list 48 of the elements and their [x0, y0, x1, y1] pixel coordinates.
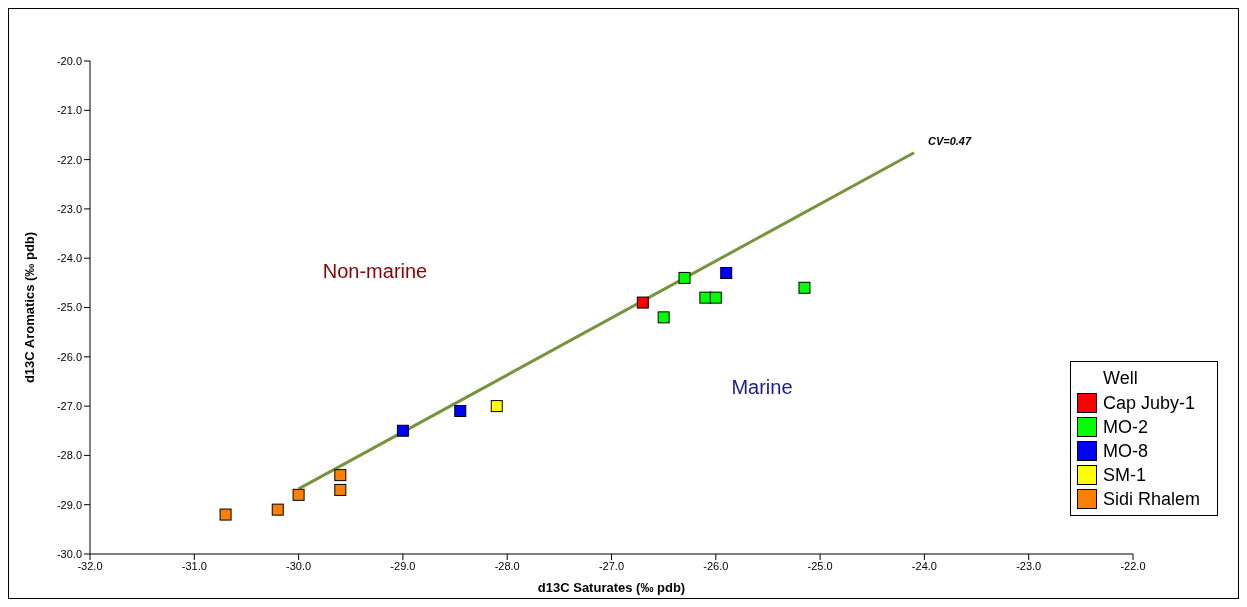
legend-label: SM-1	[1103, 464, 1147, 486]
y-tick-label: -27.0	[56, 400, 82, 413]
point	[334, 483, 347, 496]
x-tick-label: -28.0	[494, 559, 520, 572]
x-tick-label: -25.0	[807, 559, 833, 572]
y-tick-label: -28.0	[56, 449, 82, 462]
point	[334, 469, 347, 482]
y-tick-label: -20.0	[56, 54, 82, 67]
x-tick-label: -29.0	[390, 559, 416, 572]
x-axis-title: d13C Saturates (‰ pdb)	[537, 580, 686, 595]
y-tick-label: -30.0	[56, 547, 82, 560]
legend-label: MO-8	[1103, 440, 1148, 462]
y-tick-label: -24.0	[56, 252, 82, 265]
x-tick-label: -22.0	[1120, 559, 1146, 572]
point	[292, 488, 305, 501]
y-tick-label: -21.0	[56, 104, 82, 117]
point	[678, 271, 691, 284]
point	[720, 266, 733, 279]
legend-label: MO-2	[1103, 416, 1148, 438]
point	[699, 291, 712, 304]
point	[657, 311, 670, 324]
x-tick-label: -26.0	[703, 559, 729, 572]
point	[636, 296, 649, 309]
y-tick-label: -26.0	[56, 350, 82, 363]
point	[454, 405, 467, 418]
x-tick-label: -30.0	[286, 559, 312, 572]
point	[709, 291, 722, 304]
x-tick-label: -24.0	[911, 559, 937, 572]
point	[271, 503, 284, 516]
x-tick-label: -23.0	[1016, 559, 1042, 572]
point	[490, 400, 503, 413]
x-tick-label: -32.0	[77, 559, 103, 572]
y-axis-title: d13C Aromatics (‰ pdb)	[21, 231, 37, 384]
x-tick-label: -31.0	[181, 559, 207, 572]
legend-title: Well	[1103, 368, 1139, 389]
y-tick-label: -23.0	[56, 202, 82, 215]
point	[798, 281, 811, 294]
y-tick-label: -22.0	[56, 153, 82, 166]
annotation: Non-marine	[322, 259, 428, 283]
legend-label: Cap Juby-1	[1103, 392, 1196, 414]
point	[396, 424, 409, 437]
y-tick-label: -25.0	[56, 301, 82, 314]
legend-label: Sidi Rhalem	[1103, 488, 1201, 510]
x-tick-label: -27.0	[598, 559, 625, 572]
annotation: CV=0.47	[927, 134, 972, 147]
point	[219, 508, 232, 521]
y-tick-label: -29.0	[56, 498, 82, 511]
annotation: Marine	[731, 375, 793, 399]
